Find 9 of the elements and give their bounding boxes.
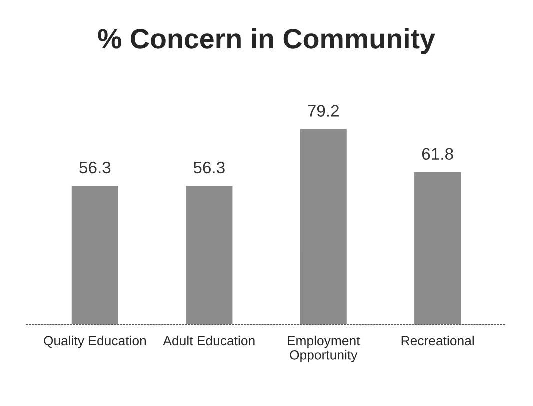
x-tick-label: Employment Opportunity [288,336,360,362]
x-tick-label: Recreational [402,336,474,346]
x-tick-label: Adult Education [163,336,255,346]
data-label: 79.2 [308,105,339,117]
data-label: 56.3 [80,162,111,174]
x-tick-label: Quality Education [44,336,146,348]
chart-title: % Concern in Community [98,28,436,54]
data-label: 61.8 [422,148,454,160]
data-label: 56.3 [194,162,225,174]
